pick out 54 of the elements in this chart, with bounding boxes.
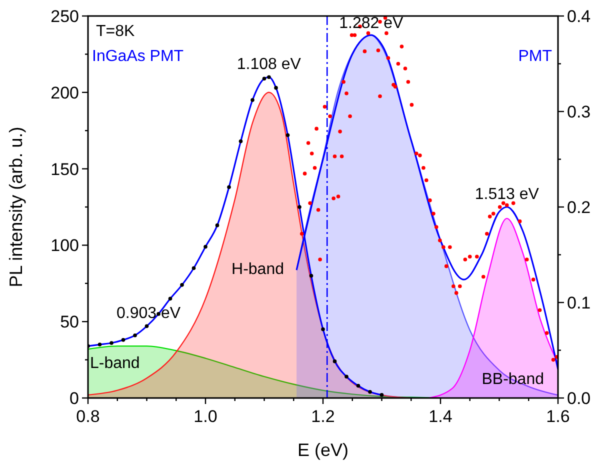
point: [98, 342, 102, 346]
y2-tick-label: 0.4: [567, 7, 591, 26]
point: [344, 374, 348, 379]
y-tick-label: 250: [50, 7, 79, 26]
point: [332, 359, 337, 364]
annotation: L-band: [90, 355, 140, 372]
point: [215, 223, 220, 228]
point: [321, 327, 325, 332]
y-tick-label: 0: [70, 389, 79, 408]
annotation: H-band: [232, 261, 284, 278]
x-tick-label: 1.4: [428, 407, 452, 426]
y-tick-label: 100: [50, 236, 79, 256]
point: [267, 75, 271, 80]
point: [227, 185, 231, 190]
point: [180, 283, 184, 287]
point: [250, 98, 254, 102]
point: [192, 266, 196, 270]
annotation: InGaAs PMT: [92, 48, 184, 65]
y2-tick-label: 0.0: [567, 389, 591, 408]
annotation: 1.513 eV: [474, 186, 540, 203]
point: [298, 205, 302, 209]
x-tick-label: 1.0: [194, 407, 218, 426]
x-tick-label: 0.8: [76, 407, 100, 426]
annotation: 1.108 eV: [236, 56, 302, 74]
y2-tick-label: 0.2: [567, 198, 591, 217]
y-tick-label: 200: [50, 83, 79, 102]
point: [110, 341, 114, 345]
point: [262, 76, 266, 81]
point: [309, 274, 314, 278]
annotation: T=8K: [96, 23, 136, 40]
point: [156, 312, 160, 316]
point: [286, 133, 290, 138]
annotation: 1.282 eV: [339, 14, 404, 32]
x-axis-title: E (eV): [297, 440, 349, 460]
y2-tick-label: 0.1: [567, 294, 591, 312]
y-axis-title: PL intensity (arb. u.): [6, 126, 26, 288]
annotation: PMT: [518, 48, 552, 65]
point: [144, 324, 149, 328]
x-tick-label: 1.6: [546, 407, 570, 426]
y2-tick-label: 0.3: [567, 102, 591, 122]
point: [274, 86, 278, 90]
y-tick-label: 150: [50, 160, 79, 179]
annotation: BB-band: [482, 371, 544, 388]
point: [121, 338, 126, 342]
point: [133, 333, 137, 338]
point: [168, 296, 172, 301]
point: [238, 139, 243, 144]
annotation: 0.903 eV: [116, 305, 181, 322]
point: [356, 384, 360, 388]
point: [368, 390, 372, 394]
y-tick-label: 50: [60, 312, 79, 332]
point: [204, 244, 208, 249]
point: [380, 393, 384, 397]
x-tick-label: 1.2: [311, 407, 335, 426]
